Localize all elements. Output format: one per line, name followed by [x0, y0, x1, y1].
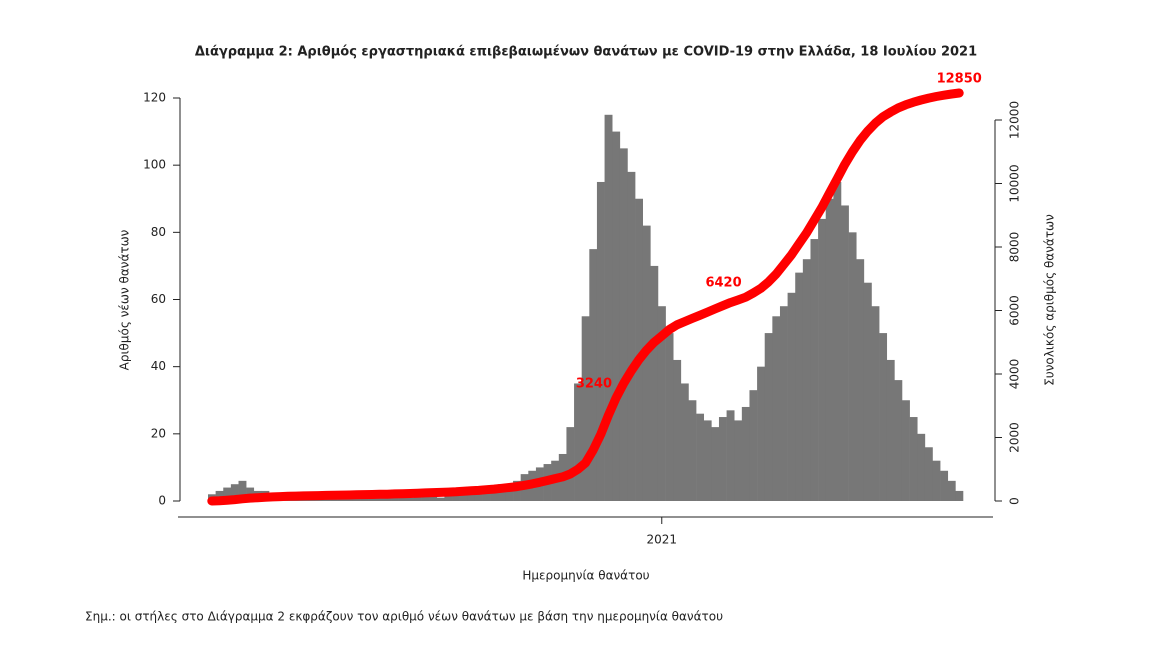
- chart-title: Διάγραμμα 2: Αριθμός εργαστηριακά επιβεβ…: [195, 45, 977, 60]
- bar: [863, 282, 872, 501]
- bar: [604, 114, 613, 502]
- bar: [726, 410, 735, 501]
- bar: [757, 366, 766, 501]
- bar: [360, 497, 369, 501]
- bar: [574, 383, 582, 501]
- bar: [932, 460, 941, 501]
- bar: [840, 205, 849, 501]
- bar: [474, 490, 483, 501]
- bar: [711, 427, 720, 501]
- bar: [833, 181, 842, 502]
- bar: [680, 383, 689, 501]
- bar: [901, 400, 910, 501]
- bar: [459, 490, 468, 501]
- bar: [779, 306, 788, 501]
- bar: [505, 484, 514, 501]
- bar: [642, 225, 651, 501]
- bar: [215, 490, 224, 501]
- bar: [238, 480, 247, 501]
- y2-tick-label: 10000: [1008, 164, 1022, 202]
- bar: [879, 333, 888, 501]
- y-tick-label: 120: [143, 91, 166, 105]
- y2-tick-label: 6000: [1008, 295, 1022, 326]
- bar: [581, 316, 590, 501]
- y2-tick-label: 8000: [1008, 232, 1022, 263]
- bar: [482, 487, 491, 501]
- bar: [223, 487, 232, 501]
- bar: [772, 316, 781, 501]
- bar: [352, 497, 361, 501]
- bar: [703, 420, 712, 501]
- y2-axis-label: Συνολικός αριθμός θανάτων: [1043, 214, 1057, 386]
- bar: [810, 239, 819, 502]
- y-tick-label: 80: [151, 225, 166, 239]
- bar: [917, 433, 926, 501]
- bar: [589, 249, 598, 501]
- bar: [795, 272, 804, 501]
- data-label: 12850: [937, 72, 982, 87]
- y2-tick-label: 0: [1008, 497, 1022, 505]
- bar: [856, 259, 865, 501]
- bar: [818, 218, 827, 501]
- note: Σημ.: οι στήλες στο Διάγραμμα 2 εκφράζου…: [85, 610, 723, 624]
- bar: [429, 494, 438, 501]
- bar: [749, 390, 758, 501]
- bar: [619, 148, 628, 501]
- bar: [924, 447, 933, 501]
- bar: [802, 259, 811, 501]
- bar: [940, 470, 949, 501]
- bar: [696, 413, 705, 501]
- y-tick-label: 60: [151, 292, 166, 306]
- bar: [490, 487, 499, 501]
- bar: [947, 480, 956, 501]
- bar: [627, 171, 636, 501]
- bar: [467, 490, 476, 501]
- bar: [734, 420, 743, 501]
- bar: [421, 494, 430, 501]
- y-tick-label: 100: [143, 158, 166, 172]
- y-tick-label: 40: [151, 359, 166, 373]
- bar: [673, 359, 682, 501]
- bar: [383, 497, 392, 501]
- bar: [825, 198, 834, 501]
- bar: [665, 333, 674, 501]
- y2-tick-label: 12000: [1008, 101, 1022, 139]
- bar: [566, 427, 575, 501]
- y2-tick-label: 2000: [1008, 422, 1022, 453]
- bar: [368, 497, 377, 501]
- bar: [764, 333, 773, 501]
- bar: [909, 417, 918, 501]
- bar: [848, 232, 857, 502]
- bar: [894, 380, 903, 501]
- y2-tick-label: 4000: [1008, 359, 1022, 390]
- y-tick-label: 0: [158, 494, 166, 508]
- cumulative-line: [207, 88, 964, 506]
- data-label: 6420: [705, 276, 741, 291]
- bar: [436, 497, 445, 501]
- bar: [650, 265, 659, 501]
- bar: [741, 406, 750, 501]
- bar: [444, 494, 453, 501]
- bar: [886, 359, 895, 501]
- bar: [612, 131, 621, 502]
- bar: [787, 292, 796, 501]
- bar: [688, 400, 697, 501]
- bar: [375, 497, 384, 501]
- bar: [452, 494, 460, 501]
- bar: [230, 484, 239, 501]
- bar: [718, 417, 727, 501]
- bar: [596, 181, 605, 502]
- bar: [406, 497, 415, 501]
- data-label: 3240: [576, 377, 612, 392]
- y-axis-label: Αριθμός νέων θανάτων: [118, 229, 132, 370]
- x-tick-label: 2021: [646, 533, 677, 547]
- x-axis-label: Ημερομηνία θανάτου: [522, 569, 649, 583]
- bar: [398, 497, 407, 501]
- bar: [871, 306, 880, 501]
- bar: [635, 198, 643, 501]
- bar: [657, 306, 666, 501]
- bar: [955, 490, 964, 501]
- y-tick-label: 20: [151, 426, 166, 440]
